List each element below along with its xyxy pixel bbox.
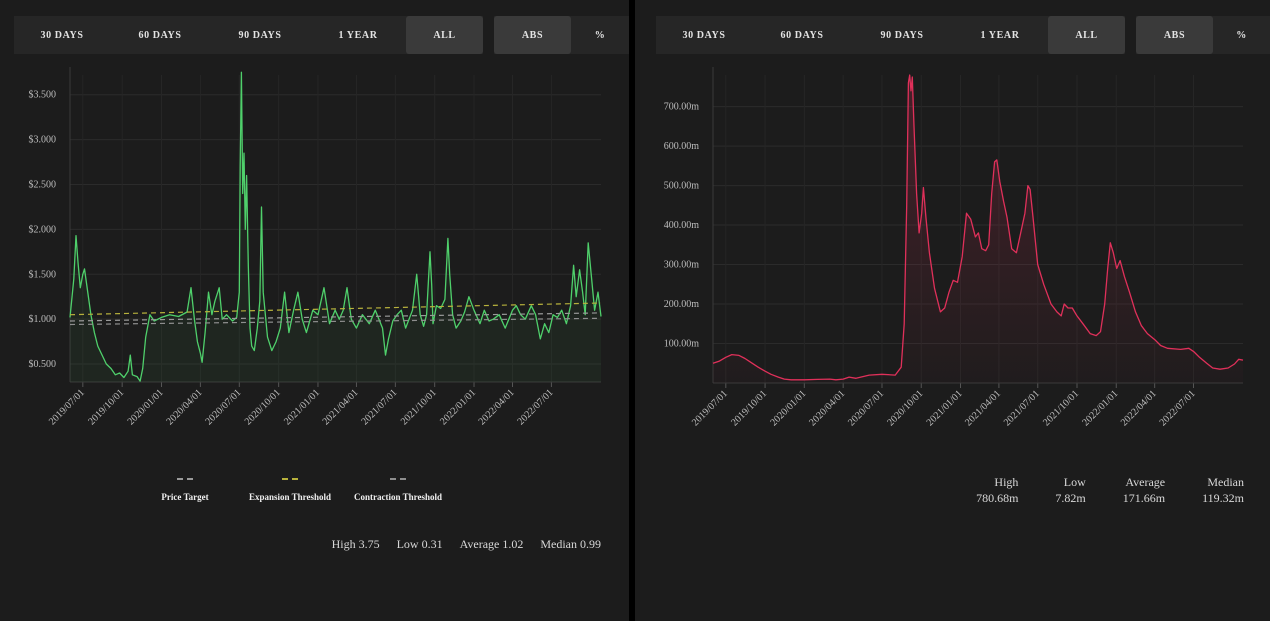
legend-label: Price Target <box>161 492 209 502</box>
x-tick-label: 2020/04/01 <box>807 388 847 428</box>
tab-90-days[interactable]: 90 DAYS <box>880 29 924 41</box>
x-tick-label: 2021/07/01 <box>1002 388 1042 428</box>
x-tick-label: 2020/04/01 <box>165 387 205 427</box>
area-fill <box>713 75 1243 383</box>
stat-high: High 780.68m <box>976 474 1018 506</box>
tab-60-days[interactable]: 60 DAYS <box>780 29 824 41</box>
tab-abs[interactable]: ABS <box>1136 16 1213 54</box>
x-tick-label: 2021/10/01 <box>1041 388 1081 428</box>
tab-all[interactable]: ALL <box>406 16 483 54</box>
tab-1-year[interactable]: 1 YEAR <box>980 29 1020 41</box>
threshold-line-contraction-threshold <box>69 317 602 326</box>
x-tick-label: 2022/07/01 <box>1158 388 1198 428</box>
chart-legend: Price Target Expansion Threshold Contrac… <box>140 478 480 518</box>
tab-90-days[interactable]: 90 DAYS <box>238 29 282 41</box>
tab-percent[interactable]: % <box>594 29 606 41</box>
stat-header: Average <box>1125 475 1166 489</box>
timeframe-tabbar: 30 DAYS 60 DAYS 90 DAYS 1 YEAR ALL ABS % <box>656 16 1270 54</box>
x-tick-label: 2021/10/01 <box>399 387 439 427</box>
price-line-chart: $0.500 $1.000 $1.500 $2.000 $2.500 $3.000 $3.5… <box>29 67 602 427</box>
legend-swatch-price-target <box>177 478 193 480</box>
y-tick-label: $2.000 <box>29 224 57 235</box>
y-tick-label: 100.00m <box>664 339 700 350</box>
stat-low: Low 0.31 <box>396 537 443 551</box>
timeframe-tabbar: 30 DAYS 60 DAYS 90 DAYS 1 YEAR ALL ABS % <box>14 16 629 54</box>
x-tick-label: 2019/10/01 <box>86 387 126 427</box>
legend-swatch-expansion-threshold <box>282 478 298 480</box>
stat-header: Median <box>1207 475 1244 489</box>
tab-abs[interactable]: ABS <box>494 16 571 54</box>
threshold-line-price-target <box>69 312 602 322</box>
tab-30-days[interactable]: 30 DAYS <box>682 29 726 41</box>
tab-30-days[interactable]: 30 DAYS <box>40 29 84 41</box>
x-tick-label: 2021/07/01 <box>359 387 399 427</box>
volume-stats: High 780.68m Low 7.82m Average 171.66m M… <box>942 474 1244 506</box>
legend-label: Expansion Threshold <box>249 492 331 502</box>
legend-label: Contraction Threshold <box>354 492 442 502</box>
tab-separator <box>483 16 494 54</box>
y-tick-label: 400.00m <box>664 220 700 231</box>
tab-all[interactable]: ALL <box>1048 16 1125 54</box>
y-tick-label: 500.00m <box>664 181 700 192</box>
x-tick-label: 2020/10/01 <box>885 388 925 428</box>
threshold-line-expansion-threshold <box>69 302 602 316</box>
tab-60-days[interactable]: 60 DAYS <box>138 29 182 41</box>
legend-swatch-contraction-threshold <box>390 478 406 480</box>
legend-item-expansion-threshold[interactable]: Expansion Threshold <box>235 478 345 502</box>
stat-value: 171.66m <box>1122 491 1166 505</box>
y-tick-label: 600.00m <box>664 141 700 152</box>
y-tick-label: 300.00m <box>664 260 700 271</box>
y-tick-label: 700.00m <box>664 102 700 113</box>
x-tick-label: 2021/01/01 <box>282 387 322 427</box>
x-tick-label: 2019/10/01 <box>729 388 769 428</box>
stat-header: High <box>994 475 1019 489</box>
series-line <box>69 71 602 382</box>
stat-value: 780.68m <box>976 491 1019 505</box>
x-tick-label: 2021/01/01 <box>925 388 965 428</box>
x-tick-label: 2019/07/01 <box>690 388 730 428</box>
x-tick-label: 2019/07/01 <box>47 387 87 427</box>
price-stats: High 3.75 Low 0.31 Average 1.02 Median 0… <box>318 537 601 552</box>
stat-header: Low <box>1063 475 1086 489</box>
y-tick-label: $2.500 <box>29 180 57 191</box>
x-tick-label: 2020/10/01 <box>243 387 283 427</box>
stat-median: Median 119.32m <box>1202 474 1244 506</box>
area-fill <box>70 72 601 383</box>
x-tick-label: 2020/07/01 <box>846 388 886 428</box>
y-tick-label: $1.500 <box>29 269 57 280</box>
x-tick-label: 2020/01/01 <box>768 388 808 428</box>
y-tick-label: $1.000 <box>29 314 57 325</box>
tab-separator <box>1125 16 1136 54</box>
stat-low: Low 7.82m <box>1055 474 1085 506</box>
price-chart-panel: 30 DAYS 60 DAYS 90 DAYS 1 YEAR ALL ABS %… <box>0 0 629 621</box>
legend-item-contraction-threshold[interactable]: Contraction Threshold <box>340 478 456 502</box>
x-tick-label: 2022/04/01 <box>477 387 517 427</box>
y-tick-label: 200.00m <box>664 299 700 310</box>
volume-area-chart: 100.00m 200.00m 300.00m 400.00m 500.00m 600.0… <box>664 67 1244 428</box>
x-tick-label: 2020/01/01 <box>126 387 166 427</box>
stat-value: 119.32m <box>1202 491 1244 505</box>
y-tick-label: $3.000 <box>29 135 57 146</box>
volume-chart-panel: 30 DAYS 60 DAYS 90 DAYS 1 YEAR ALL ABS %… <box>635 0 1270 621</box>
legend-item-price-target[interactable]: Price Target <box>140 478 230 502</box>
y-tick-label: $3.500 <box>29 90 57 101</box>
x-tick-label: 2022/01/01 <box>438 387 478 427</box>
x-tick-label: 2021/04/01 <box>321 387 361 427</box>
x-tick-label: 2020/07/01 <box>203 387 243 427</box>
stat-high: High 3.75 <box>331 537 380 551</box>
y-tick-label: $0.500 <box>29 359 57 370</box>
stat-value: 7.82m <box>1055 491 1086 505</box>
x-tick-label: 2022/01/01 <box>1080 388 1120 428</box>
tab-percent[interactable]: % <box>1236 29 1247 41</box>
x-tick-label: 2021/04/01 <box>963 388 1003 428</box>
stat-median: Median 0.99 <box>540 537 601 551</box>
series-line <box>712 74 1244 381</box>
stat-average: Average 1.02 <box>459 537 524 551</box>
stat-average: Average 171.66m <box>1123 474 1165 506</box>
tab-1-year[interactable]: 1 YEAR <box>338 29 378 41</box>
x-tick-label: 2022/07/01 <box>516 387 556 427</box>
x-tick-label: 2022/04/01 <box>1119 388 1159 428</box>
